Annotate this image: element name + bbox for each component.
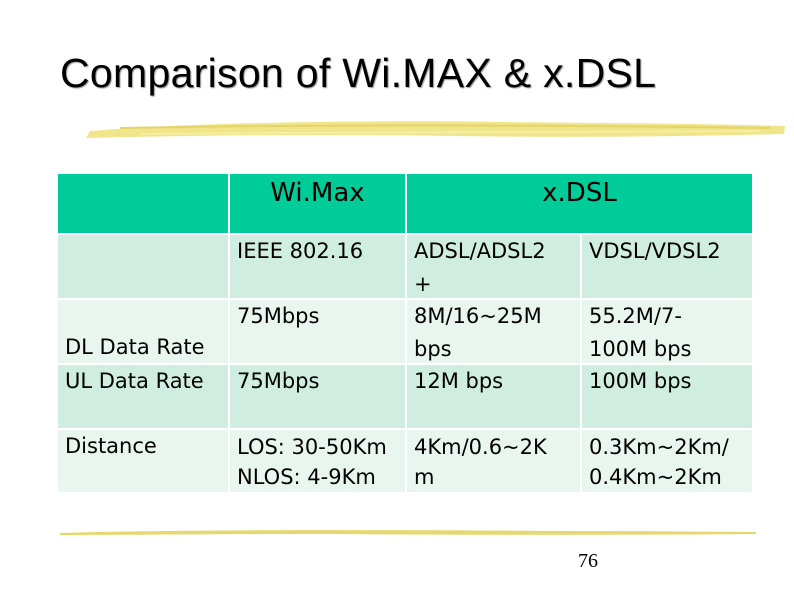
cell-xdsl-distance-adsl: 4Km/0.6~2K m [407, 430, 580, 492]
cell-wimax-dl-rate: 75Mbps [230, 300, 405, 363]
slide-title: Comparison of Wi.MAX & x.DSL [60, 50, 657, 96]
cell-wimax-ul-rate: 75Mbps [230, 365, 405, 428]
bottom-brush-line [60, 530, 756, 535]
header-wimax: Wi.Max [230, 174, 405, 233]
cell-wimax-distance: LOS: 30-50Km NLOS: 4-9Km [230, 430, 405, 492]
page-number: 76 [578, 550, 598, 572]
cell-wimax-standard: IEEE 802.16 [230, 235, 405, 298]
cell-xdsl-ul-rate-vdsl: 100M bps [582, 365, 752, 428]
title-underline-brush [86, 121, 785, 138]
header-corner-cell [58, 174, 228, 233]
cell-xdsl-dl-rate-vdsl: 55.2M/7- 100M bps [582, 300, 752, 363]
row-label-dl-rate: DL Data Rate [58, 300, 228, 363]
dl-rate-label: DL Data Rate [65, 335, 205, 359]
row-label-standard [58, 235, 228, 298]
cell-xdsl-distance-vdsl: 0.3Km~2Km/ 0.4Km~2Km [582, 430, 752, 492]
cell-xdsl-dl-rate-adsl: 8M/16~25M bps [407, 300, 580, 363]
cell-xdsl-ul-rate-adsl: 12M bps [407, 365, 580, 428]
header-xdsl: x.DSL [407, 174, 752, 233]
row-label-distance: Distance [58, 430, 228, 492]
row-label-ul-rate: UL Data Rate [58, 365, 228, 428]
cell-xdsl-standard-vdsl: VDSL/VDSL2 [582, 235, 752, 298]
cell-xdsl-standard-adsl: ADSL/ADSL2 + [407, 235, 580, 298]
